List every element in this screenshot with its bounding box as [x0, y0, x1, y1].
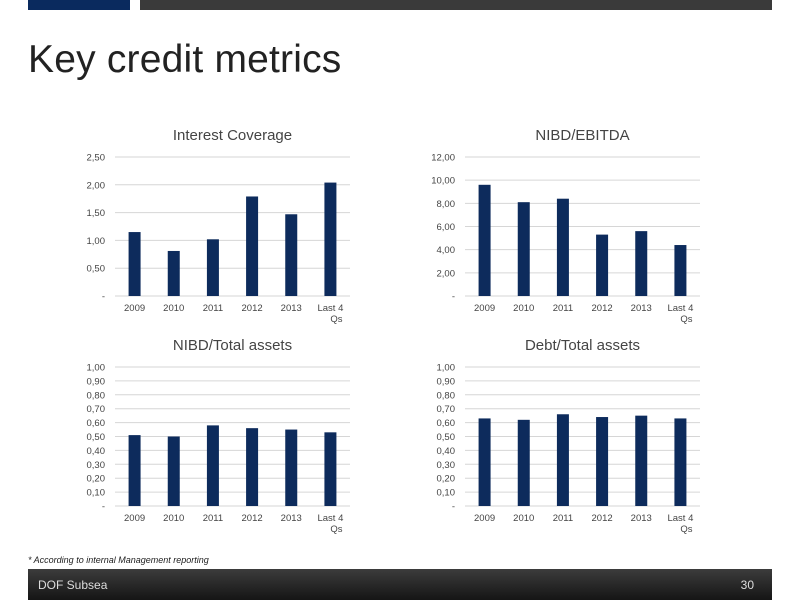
- chart-title: Debt/Total assets: [525, 337, 640, 354]
- x-tick-label: 2011: [203, 303, 223, 314]
- x-tick-label: 2013: [631, 513, 652, 524]
- bar: [285, 429, 298, 506]
- y-tick-label: 2,50: [87, 153, 106, 164]
- bar: [167, 250, 180, 296]
- y-tick-label: -: [452, 292, 455, 303]
- y-tick-label: 0,70: [437, 404, 456, 415]
- y-tick-label: 1,50: [87, 208, 106, 219]
- y-tick-label: 8,00: [437, 199, 456, 210]
- bar: [285, 214, 298, 296]
- bar: [674, 245, 687, 296]
- chart-debt-total-assets: Debt/Total assets - 0,10 0,20 0,30 0,40 0,50 0,…: [437, 337, 700, 535]
- x-tick-label: Last 4 Qs: [667, 303, 693, 325]
- bar: [517, 419, 530, 506]
- bar: [206, 425, 219, 506]
- bar: [556, 414, 569, 506]
- chart-title: NIBD/Total assets: [173, 337, 292, 354]
- y-tick-label: 0,80: [87, 390, 106, 401]
- x-tick-label: Last 4 Qs: [317, 303, 343, 325]
- x-tick-label: 2012: [592, 513, 613, 524]
- bar: [246, 196, 259, 296]
- bar: [478, 418, 491, 506]
- x-tick-label: Last 4 Qs: [667, 513, 693, 535]
- bar: [128, 232, 141, 296]
- chart-nibd-total-assets: NIBD/Total assets - 0,10 0,20 0,30 0,40 0,50 0,…: [87, 337, 350, 535]
- x-tick-label: 2013: [631, 303, 652, 314]
- footer-bar: DOF Subsea 30: [28, 569, 772, 600]
- x-tick-label: 2012: [242, 303, 263, 314]
- top-dark-bar: [140, 0, 772, 10]
- y-tick-label: 0,30: [87, 460, 106, 471]
- bar: [635, 415, 648, 506]
- x-tick-label: 2012: [242, 513, 263, 524]
- footnote: * According to internal Management repor…: [28, 555, 209, 565]
- y-tick-label: 0,40: [87, 446, 106, 457]
- y-tick-label: 1,00: [87, 363, 106, 374]
- y-tick-label: 1,00: [437, 363, 456, 374]
- y-tick-label: 2,00: [87, 180, 106, 191]
- x-tick-label: 2013: [281, 303, 302, 314]
- x-tick-label: 2009: [124, 513, 145, 524]
- y-tick-label: -: [102, 502, 105, 513]
- y-tick-label: 0,20: [87, 474, 106, 485]
- x-tick-label: 2010: [513, 513, 534, 524]
- x-tick-label: 2010: [163, 303, 184, 314]
- top-accent-bar: [28, 0, 130, 10]
- y-tick-label: 2,00: [437, 268, 456, 279]
- bar: [596, 417, 609, 506]
- bar: [324, 432, 337, 506]
- x-tick-label: 2009: [124, 303, 145, 314]
- x-tick-label: 2011: [203, 513, 223, 524]
- bar: [478, 184, 491, 296]
- y-tick-label: 0,90: [437, 376, 456, 387]
- y-tick-label: 0,20: [437, 474, 456, 485]
- y-tick-label: -: [102, 292, 105, 303]
- y-tick-label: 0,60: [87, 418, 106, 429]
- chart-interest-coverage: Interest Coverage - 0,50 1,00 1,50 2,00 2,50 20…: [87, 127, 350, 325]
- bar: [635, 231, 648, 296]
- chart-title: Interest Coverage: [173, 127, 292, 144]
- x-tick-label: 2009: [474, 513, 495, 524]
- x-tick-label: 2009: [474, 303, 495, 314]
- y-tick-label: 0,50: [87, 432, 106, 443]
- bar: [517, 202, 530, 296]
- bar: [556, 198, 569, 296]
- bar: [128, 435, 141, 506]
- y-tick-label: 12,00: [431, 153, 455, 164]
- page-number: 30: [740, 578, 754, 592]
- y-tick-label: 4,00: [437, 245, 456, 256]
- y-tick-label: 10,00: [431, 176, 455, 187]
- y-tick-label: 0,80: [437, 390, 456, 401]
- bar: [167, 436, 180, 506]
- x-tick-label: Last 4 Qs: [317, 513, 343, 535]
- y-tick-label: 0,50: [87, 264, 106, 275]
- y-tick-label: 0,50: [437, 432, 456, 443]
- y-tick-label: -: [452, 502, 455, 513]
- x-tick-label: 2010: [163, 513, 184, 524]
- x-tick-label: 2013: [281, 513, 302, 524]
- y-tick-label: 6,00: [437, 222, 456, 233]
- chart-nibd-ebitda: NIBD/EBITDA - 2,00 4,00 6,00 8,00 10,00 12,00 20…: [431, 127, 700, 325]
- x-tick-label: 2010: [513, 303, 534, 314]
- x-tick-label: 2011: [553, 513, 573, 524]
- bar: [674, 418, 687, 506]
- y-tick-label: 0,70: [87, 404, 106, 415]
- y-tick-label: 0,40: [437, 446, 456, 457]
- footer-company: DOF Subsea: [38, 578, 108, 592]
- chart-title: NIBD/EBITDA: [535, 127, 629, 144]
- x-tick-label: 2011: [553, 303, 573, 314]
- y-tick-label: 1,00: [87, 236, 106, 247]
- y-tick-label: 0,10: [437, 488, 456, 499]
- page-title: Key credit metrics: [28, 38, 342, 81]
- bar: [596, 234, 609, 296]
- y-tick-label: 0,60: [437, 418, 456, 429]
- bar: [324, 182, 337, 296]
- y-tick-label: 0,90: [87, 376, 106, 387]
- x-tick-label: 2012: [592, 303, 613, 314]
- bar: [246, 428, 259, 506]
- bar: [206, 239, 219, 296]
- y-tick-label: 0,30: [437, 460, 456, 471]
- y-tick-label: 0,10: [87, 488, 106, 499]
